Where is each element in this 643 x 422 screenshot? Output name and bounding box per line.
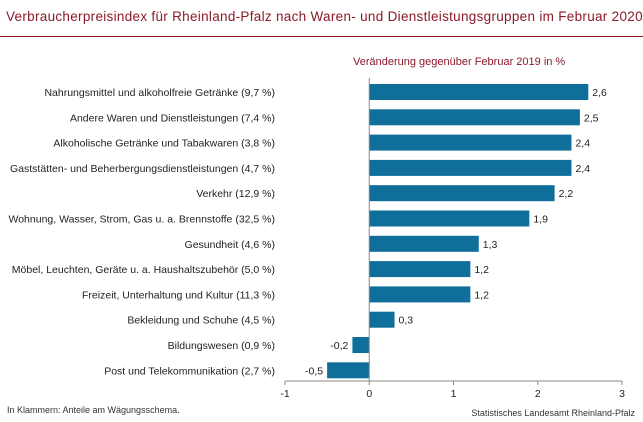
x-tick-label: 0 <box>366 388 372 400</box>
value-label: 1,2 <box>474 289 489 301</box>
value-label: 2,4 <box>575 163 590 175</box>
value-label: 1,9 <box>533 214 548 226</box>
value-label: 0,3 <box>399 315 414 327</box>
category-label: Gesundheit (4,6 %) <box>185 239 275 251</box>
x-tick-label: 3 <box>619 388 625 400</box>
category-label: Andere Waren und Dienstleistungen (7,4 %… <box>70 112 275 124</box>
category-labels: Nahrungsmittel und alkoholfreie Getränke… <box>8 87 275 377</box>
bar <box>369 286 471 303</box>
x-tick-label: 1 <box>451 388 457 400</box>
bar <box>369 261 471 278</box>
bar <box>369 159 572 176</box>
value-labels: 2,6 2,5 2,4 2,4 2,2 1,9 1,3 1,2 1,2 0,3 -0,2 -0,5 <box>305 87 607 377</box>
bars <box>327 84 589 379</box>
category-label: Post und Telekommunikation (2,7 %) <box>104 365 275 377</box>
value-label: 2,5 <box>584 112 599 124</box>
category-label: Möbel, Leuchten, Geräte u. a. Haushaltsz… <box>12 264 275 276</box>
title-divider <box>0 36 643 37</box>
category-label: Alkoholische Getränke und Tabakwaren (3,… <box>53 138 275 150</box>
x-axis: -1 0 1 2 3 <box>280 78 625 400</box>
chart-title: Verbraucherpreisindex für Rheinland-Pfal… <box>6 9 643 24</box>
source-note: Statistisches Landesamt Rheinland-Pfalz <box>471 408 635 418</box>
category-label: Verkehr (12,9 %) <box>196 188 275 200</box>
value-label: 1,2 <box>474 264 489 276</box>
bar <box>369 84 589 100</box>
bar <box>352 337 370 353</box>
chart-subtitle: Veränderung gegenüber Februar 2019 in % <box>353 56 566 68</box>
category-label: Gaststätten- und Beherbergungsdienstleis… <box>10 163 275 175</box>
x-tick-label: 2 <box>535 388 541 400</box>
category-label: Bekleidung und Schuhe (4,5 %) <box>127 315 275 327</box>
bar <box>369 210 530 227</box>
value-label: -0,5 <box>305 365 323 377</box>
bar <box>369 185 555 202</box>
x-tick-label: -1 <box>280 388 289 400</box>
footnote-weighting: In Klammern: Anteile am Wägungsschema. <box>7 405 180 415</box>
bar <box>369 134 572 151</box>
value-label: 2,2 <box>559 188 574 200</box>
category-label: Freizeit, Unterhaltung und Kultur (11,3 … <box>82 289 275 301</box>
bar <box>369 235 479 252</box>
category-label: Nahrungsmittel und alkoholfreie Getränke… <box>44 87 275 99</box>
value-label: 2,4 <box>575 138 590 150</box>
category-label: Bildungswesen (0,9 %) <box>168 340 275 352</box>
value-label: 2,6 <box>592 87 607 99</box>
bar <box>327 362 370 379</box>
value-label: -0,2 <box>330 340 348 352</box>
category-label: Wohnung, Wasser, Strom, Gas u. a. Brenns… <box>8 214 275 226</box>
bar <box>369 311 395 328</box>
bar <box>369 109 580 126</box>
value-label: 1,3 <box>483 239 498 251</box>
